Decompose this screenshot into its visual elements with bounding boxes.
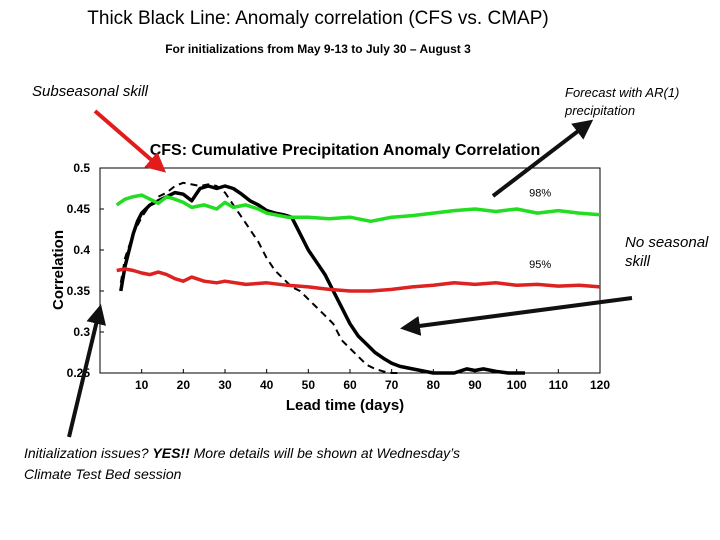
series-line-3 [115, 193, 601, 224]
axes: 10 20 30 40 50 60 70 80 90 100 110 1200.250.30.350.… [67, 161, 611, 392]
x-tick-label: 40 [260, 378, 274, 392]
x-tick-label: 120 [590, 378, 610, 392]
x-tick-label: 90 [468, 378, 482, 392]
annotation-initialization: Initialization issues? YES!! More detail… [24, 443, 464, 485]
x-tick-label: 110 [549, 378, 569, 392]
x-tick-label: 20 [177, 378, 191, 392]
arrow-init [67, 304, 106, 438]
x-tick-label: 30 [218, 378, 232, 392]
series-label-2: 95% [529, 259, 551, 271]
y-axis-label: Correlation [50, 230, 67, 310]
init-rest: More details will be shown at Wednesday’… [24, 445, 461, 482]
series-layer [115, 181, 601, 375]
init-prefix: Initialization issues? [24, 445, 153, 461]
x-tick-label: 10 [135, 378, 149, 392]
annotation-ar1: Forecast with AR(1) precipitation [565, 85, 680, 118]
arrow-ar1 [491, 119, 594, 198]
chart-title: CFS: Cumulative Precipitation Anomaly Co… [150, 142, 541, 159]
labels-layer: 98% 95% [529, 188, 551, 271]
slide-subtitle: For initializations from May 9-13 to Jul… [165, 42, 471, 56]
x-tick-label: 70 [385, 378, 399, 392]
x-tick-label: 80 [427, 378, 441, 392]
y-tick-label: 0.3 [73, 325, 90, 339]
x-axis-label: Lead time (days) [286, 397, 404, 414]
series-label-1: 98% [529, 188, 551, 200]
init-bold: YES!! [152, 445, 190, 461]
x-tick-label: 50 [302, 378, 316, 392]
series-line-2 [119, 181, 400, 374]
arrow-subseasonal [93, 109, 167, 173]
y-tick-label: 0.4 [73, 243, 90, 257]
slide-title: Thick Black Line: Anomaly correlation (C… [87, 8, 549, 29]
x-tick-label: 100 [507, 378, 527, 392]
y-tick-label: 0.5 [73, 161, 90, 175]
y-tick-label: 0.35 [67, 284, 91, 298]
annotation-no-seasonal: No seasonal skill [625, 234, 709, 270]
y-tick-label: 0.45 [67, 202, 91, 216]
series-line-4 [116, 267, 601, 293]
annotation-subseasonal: Subseasonal skill [32, 83, 148, 100]
arrow-no-seasonal [400, 296, 633, 336]
x-tick-label: 60 [343, 378, 357, 392]
